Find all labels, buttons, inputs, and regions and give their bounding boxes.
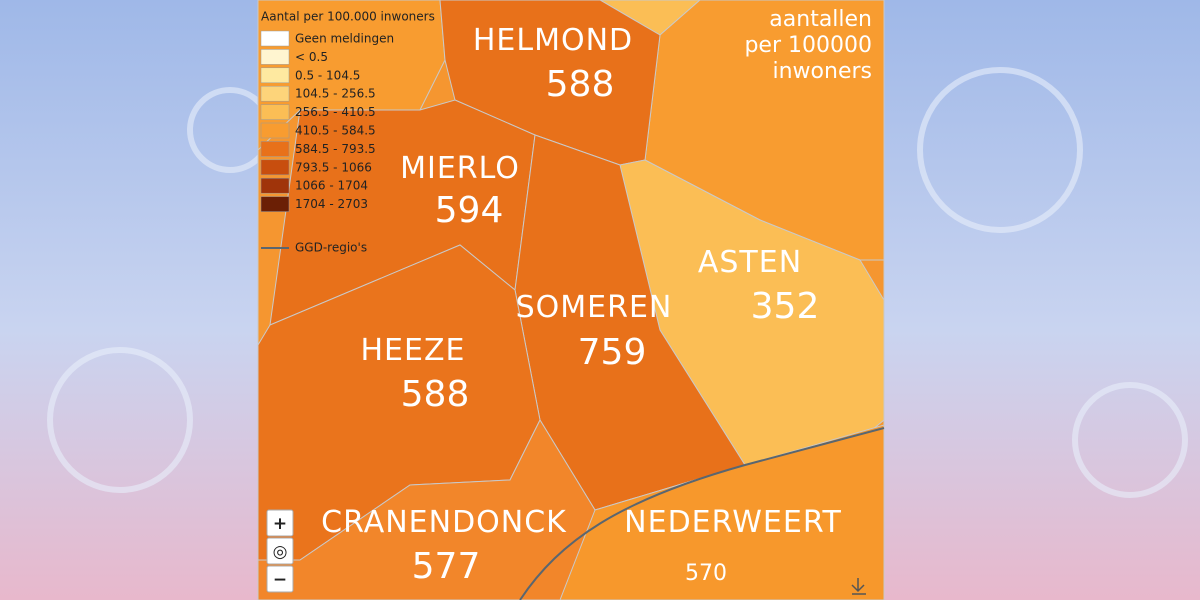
legend-label: 1066 - 1704 [295, 179, 368, 193]
region-value: 577 [412, 546, 481, 587]
legend-swatch [260, 122, 290, 139]
region-value: 352 [751, 286, 820, 327]
caption-line: inwoners [773, 59, 873, 84]
legend-label: 0.5 - 104.5 [295, 68, 360, 82]
legend-label: Geen meldingen [295, 32, 394, 46]
region-value: 588 [546, 64, 615, 105]
legend-label: GGD-regio's [295, 241, 367, 255]
map [257, 0, 885, 600]
download-icon[interactable] [851, 578, 866, 595]
legend: Aantal per 100.000 inwoners Geen melding… [260, 10, 435, 255]
ggd-border [519, 427, 885, 600]
caption-line: aantallen [769, 7, 872, 32]
legend-label: 256.5 - 410.5 [295, 105, 376, 119]
region-name: HELMOND [473, 23, 633, 58]
region-value: 594 [435, 190, 504, 231]
region-name: ASTEN [698, 245, 802, 280]
legend-swatch [260, 196, 290, 212]
region-name: MIERLO [400, 151, 520, 186]
legend-label: 793.5 - 1066 [295, 160, 372, 174]
region-labels: HELMOND 588 MIERLO 594 ASTEN 352 SOMEREN 759 HEE… [321, 23, 842, 587]
legend-swatch [260, 30, 290, 47]
region-value: 588 [401, 374, 470, 415]
caption-line: per 100000 [744, 33, 872, 58]
control-button[interactable] [266, 509, 294, 537]
region-name: CRANENDONCK [321, 505, 567, 540]
legend-label: 584.5 - 793.5 [295, 142, 376, 156]
legend-label: < 0.5 [295, 50, 328, 64]
caption: aantallen per 100000 inwoners [744, 7, 872, 84]
legend-swatch [260, 67, 290, 84]
legend-swatch [260, 177, 290, 194]
region-name: NEDERWEERT [624, 505, 842, 540]
region-value: 570 [685, 561, 727, 586]
legend-label: 410.5 - 584.5 [295, 124, 376, 138]
legend-title: Aantal per 100.000 inwoners [261, 10, 435, 24]
region-name: SOMEREN [516, 290, 673, 325]
control-label[interactable]: + [273, 514, 287, 534]
control-button[interactable] [266, 537, 294, 565]
legend-label: 1704 - 2703 [295, 197, 368, 211]
legend-label: 104.5 - 256.5 [295, 87, 376, 101]
legend-swatch [260, 49, 290, 65]
region-value: 759 [578, 332, 647, 373]
control-label[interactable]: ◎ [273, 542, 288, 562]
legend-swatch [260, 141, 290, 157]
legend-swatch [260, 85, 290, 102]
legend-swatch [260, 159, 290, 176]
region-name: HEEZE [361, 333, 466, 368]
control-label[interactable]: − [273, 570, 287, 590]
zoom-controls: + ◎ − [266, 509, 294, 593]
legend-swatch [260, 104, 290, 120]
control-button[interactable] [266, 565, 294, 593]
virus-decoration [47, 67, 1188, 498]
region-shape [257, 418, 601, 600]
